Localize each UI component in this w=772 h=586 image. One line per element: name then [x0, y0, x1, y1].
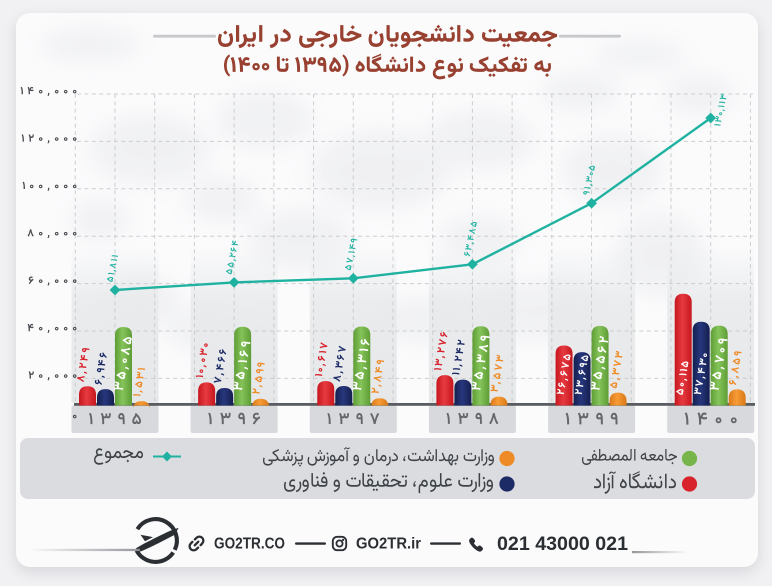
svg-text:021 43000 021: 021 43000 021: [497, 534, 628, 555]
svg-text:GO2TR.CO: GO2TR.CO: [214, 536, 285, 553]
svg-text:GO2TR.ir: GO2TR.ir: [356, 536, 421, 553]
